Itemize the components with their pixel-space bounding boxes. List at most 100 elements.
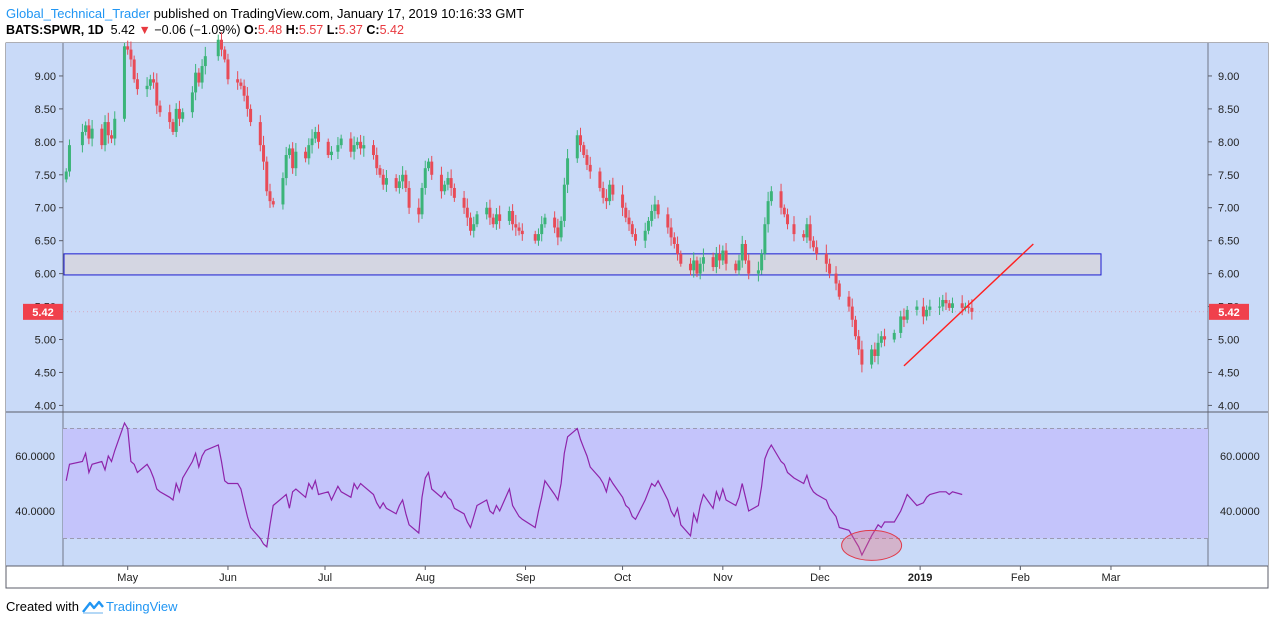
candle[interactable] [811,236,815,252]
candle[interactable] [465,198,469,226]
candle[interactable] [158,100,162,117]
candle[interactable] [174,103,178,138]
candle[interactable] [84,121,88,136]
candle[interactable] [126,40,130,55]
candle[interactable] [766,191,770,233]
candle[interactable] [491,213,495,228]
candle[interactable] [902,308,906,328]
candle[interactable] [634,228,637,246]
candle[interactable] [110,130,114,144]
candle[interactable] [737,254,741,276]
candle[interactable] [407,181,411,214]
candle[interactable] [394,174,398,192]
candle[interactable] [643,222,647,248]
candle[interactable] [947,299,951,311]
candle[interactable] [517,222,521,236]
candle[interactable] [608,180,612,206]
candle[interactable] [87,119,91,145]
candle[interactable] [326,138,330,158]
candle[interactable] [287,144,291,159]
candle[interactable] [307,138,311,165]
candle[interactable] [226,53,230,85]
candle[interactable] [472,216,476,238]
candle[interactable] [446,171,450,191]
candle[interactable] [925,305,929,321]
tradingview-brand[interactable]: TradingView [105,599,178,614]
candle[interactable] [873,342,877,363]
candle[interactable] [575,130,579,163]
candle[interactable] [152,72,156,89]
candle[interactable] [711,252,715,272]
candle[interactable] [559,216,563,242]
candle[interactable] [870,344,874,369]
candle[interactable] [223,46,227,63]
candle[interactable] [669,218,673,246]
candle[interactable] [362,135,366,157]
candle[interactable] [462,190,466,214]
candle[interactable] [611,177,615,201]
candle[interactable] [265,156,269,196]
candle[interactable] [679,250,683,267]
candle[interactable] [556,218,560,246]
candle[interactable] [329,146,333,161]
candle[interactable] [426,158,430,172]
candle[interactable] [281,172,285,210]
candle[interactable] [627,210,631,231]
candle[interactable] [747,254,751,280]
rsi-line[interactable] [65,421,963,557]
candle[interactable] [701,248,705,272]
candle[interactable] [837,280,841,300]
rsi-low-circle-annotation[interactable] [841,529,903,561]
candle[interactable] [928,299,932,317]
candle[interactable] [653,195,657,219]
candle[interactable] [100,124,104,150]
candle[interactable] [656,199,660,219]
candle[interactable] [672,232,676,249]
candle[interactable] [132,55,136,83]
candle[interactable] [847,290,851,312]
candle[interactable] [135,72,139,95]
candle[interactable] [601,181,605,204]
candle[interactable] [883,328,887,347]
candle[interactable] [339,134,343,149]
candle[interactable] [828,258,832,279]
candle[interactable] [782,204,786,218]
candle[interactable] [375,147,379,175]
candle[interactable] [950,297,954,314]
candle[interactable] [808,215,812,249]
candle[interactable] [721,245,725,266]
candle[interactable] [695,256,699,278]
candle[interactable] [630,220,634,238]
candle[interactable] [536,228,540,246]
candle[interactable] [763,217,767,261]
price-pane[interactable] [6,43,1268,412]
author-link[interactable]: Global_Technical_Trader [6,6,151,21]
candle[interactable] [562,177,566,228]
candle[interactable] [604,189,608,209]
candle[interactable] [553,211,557,234]
candle[interactable] [756,261,760,282]
candle[interactable] [67,139,71,177]
candle[interactable] [724,243,728,271]
candle[interactable] [242,79,246,102]
candle[interactable] [103,115,107,152]
candle[interactable] [941,294,945,312]
candle[interactable] [498,205,502,229]
candle[interactable] [921,297,925,325]
candle[interactable] [313,126,317,144]
candle[interactable] [815,240,819,261]
candle[interactable] [200,59,204,89]
candle[interactable] [310,129,314,154]
candle[interactable] [688,258,692,276]
candle[interactable] [352,136,356,160]
candle[interactable] [372,140,376,160]
candle[interactable] [598,167,602,192]
candle[interactable] [714,246,718,274]
candle[interactable] [666,207,670,234]
candle[interactable] [533,230,537,244]
candle[interactable] [452,183,456,202]
candle[interactable] [359,134,363,155]
candle[interactable] [430,155,434,180]
candle[interactable] [792,216,796,242]
candle[interactable] [245,87,249,117]
